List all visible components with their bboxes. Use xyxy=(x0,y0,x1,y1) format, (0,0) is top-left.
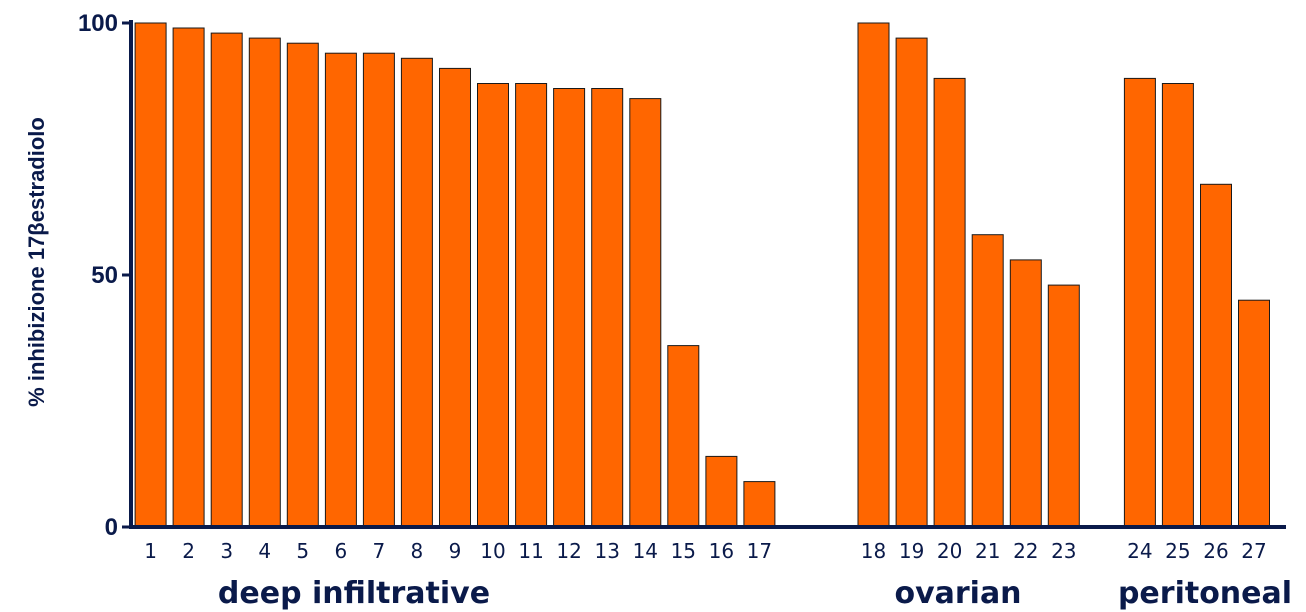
bar-18 xyxy=(857,22,890,528)
bar-17 xyxy=(743,481,776,528)
x-tick-label: 17 xyxy=(747,539,772,563)
y-tick-labels: 0 50 100 xyxy=(78,10,131,541)
bar-20 xyxy=(933,77,966,528)
bar-14 xyxy=(629,98,662,528)
group-label: peritoneal xyxy=(1118,576,1292,611)
bar-15 xyxy=(667,345,700,528)
bar-27 xyxy=(1238,299,1270,528)
bar-23 xyxy=(1047,284,1080,528)
group-label: ovarian xyxy=(894,576,1021,611)
bar-13 xyxy=(591,88,624,528)
y-tick-label: 100 xyxy=(78,10,118,37)
x-tick-label: 23 xyxy=(1051,539,1076,563)
x-tick-label: 9 xyxy=(449,539,462,563)
y-tick-label: 0 xyxy=(105,514,118,541)
x-tick-label: 19 xyxy=(899,539,924,563)
x-tick-label: 27 xyxy=(1241,539,1266,563)
x-tick-label: 24 xyxy=(1127,539,1152,563)
x-tick-label: 26 xyxy=(1203,539,1228,563)
x-tick-label: 4 xyxy=(258,539,271,563)
bar-9 xyxy=(439,67,471,528)
bar-6 xyxy=(324,52,357,528)
x-tick-label: 11 xyxy=(518,539,543,563)
bar-24 xyxy=(1123,77,1156,528)
bar-3 xyxy=(210,32,243,528)
bar-26 xyxy=(1200,183,1232,528)
x-tick-label: 18 xyxy=(861,539,886,563)
bar-5 xyxy=(286,42,319,528)
bar-12 xyxy=(553,88,586,528)
y-axis-label: % inhibizione 17βestradiolo xyxy=(24,117,49,407)
x-tick-label: 7 xyxy=(373,539,386,563)
bar-22 xyxy=(1009,259,1042,528)
x-tick-label: 1 xyxy=(144,539,157,563)
x-tick-label: 5 xyxy=(296,539,309,563)
bar-8 xyxy=(400,57,433,528)
bar-11 xyxy=(515,83,548,528)
x-tick-label: 2 xyxy=(182,539,195,563)
bar-19 xyxy=(895,37,928,528)
y-tick-label: 50 xyxy=(91,262,118,289)
group-label: deep infiltrative xyxy=(218,576,490,611)
group-labels: deep infiltrative ovarian peritoneal xyxy=(218,576,1292,611)
bar-4 xyxy=(248,37,281,528)
bars-group xyxy=(134,22,1270,528)
x-tick-label: 10 xyxy=(480,539,505,563)
x-tick-label: 21 xyxy=(975,539,1000,563)
bar-21 xyxy=(971,234,1004,528)
bar-1 xyxy=(134,22,167,528)
x-tick-label: 25 xyxy=(1165,539,1190,563)
x-tick-label: 8 xyxy=(411,539,424,563)
bar-25 xyxy=(1161,83,1194,528)
x-tick-labels: 1 2 3 4 5 6 7 8 9 10 11 12 13 14 15 16 17 18 19 20 21 22 23 24 2… xyxy=(144,539,1266,563)
x-tick-label: 12 xyxy=(556,539,581,563)
x-tick-label: 16 xyxy=(709,539,734,563)
x-tick-label: 14 xyxy=(633,539,658,563)
bar-7 xyxy=(362,52,395,528)
bar-10 xyxy=(477,83,509,528)
x-tick-label: 15 xyxy=(671,539,696,563)
x-tick-label: 3 xyxy=(220,539,233,563)
x-tick-label: 22 xyxy=(1013,539,1038,563)
bar-2 xyxy=(172,27,205,528)
x-tick-label: 20 xyxy=(937,539,962,563)
bar-16 xyxy=(705,455,738,528)
x-tick-label: 13 xyxy=(594,539,619,563)
x-tick-label: 6 xyxy=(335,539,348,563)
